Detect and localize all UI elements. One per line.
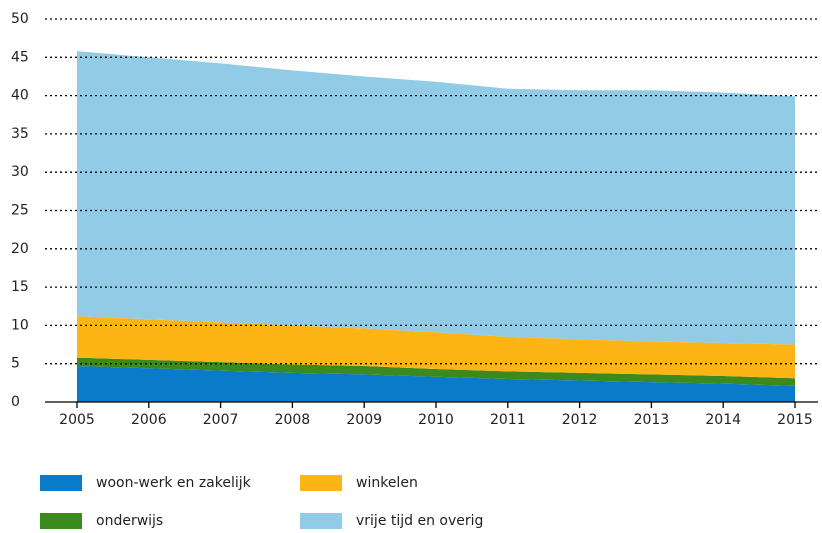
y-tick-label: 50 — [11, 11, 29, 27]
legend-swatch — [300, 513, 342, 529]
area — [77, 357, 795, 386]
y-tick-label: 35 — [11, 126, 29, 142]
x-tick-label: 2010 — [418, 412, 454, 428]
x-tick-label: 2008 — [275, 412, 311, 428]
x-tick-label: 2015 — [777, 412, 813, 428]
x-tick-label: 2012 — [562, 412, 598, 428]
legend-swatch — [40, 475, 82, 491]
legend-label: onderwijs — [96, 513, 163, 529]
x-tick-label: 2005 — [59, 412, 95, 428]
x-tick-label: 2011 — [490, 412, 526, 428]
y-tick-label: 30 — [11, 164, 29, 180]
legend-swatch — [40, 513, 82, 529]
y-tick-label: 5 — [11, 356, 20, 372]
area — [77, 316, 795, 379]
legend-label: vrije tijd en overig — [356, 513, 483, 529]
legend-label: woon-werk en zakelijk — [96, 475, 252, 491]
y-tick-label: 10 — [11, 317, 29, 333]
y-tick-label: 20 — [11, 241, 29, 257]
y-tick-label: 45 — [11, 49, 29, 65]
x-tick-label: 2006 — [131, 412, 167, 428]
y-tick-label: 25 — [11, 203, 29, 219]
x-tick-label: 2007 — [203, 412, 239, 428]
area — [77, 51, 795, 345]
x-tick-label: 2014 — [705, 412, 741, 428]
x-tick-label: 2013 — [634, 412, 670, 428]
y-tick-label: 40 — [11, 88, 29, 104]
x-tick-label: 2009 — [346, 412, 382, 428]
area — [77, 365, 795, 402]
legend-swatch — [300, 475, 342, 491]
legend-label: winkelen — [356, 475, 418, 491]
y-tick-label: 0 — [11, 394, 20, 410]
y-tick-label: 15 — [11, 279, 29, 295]
